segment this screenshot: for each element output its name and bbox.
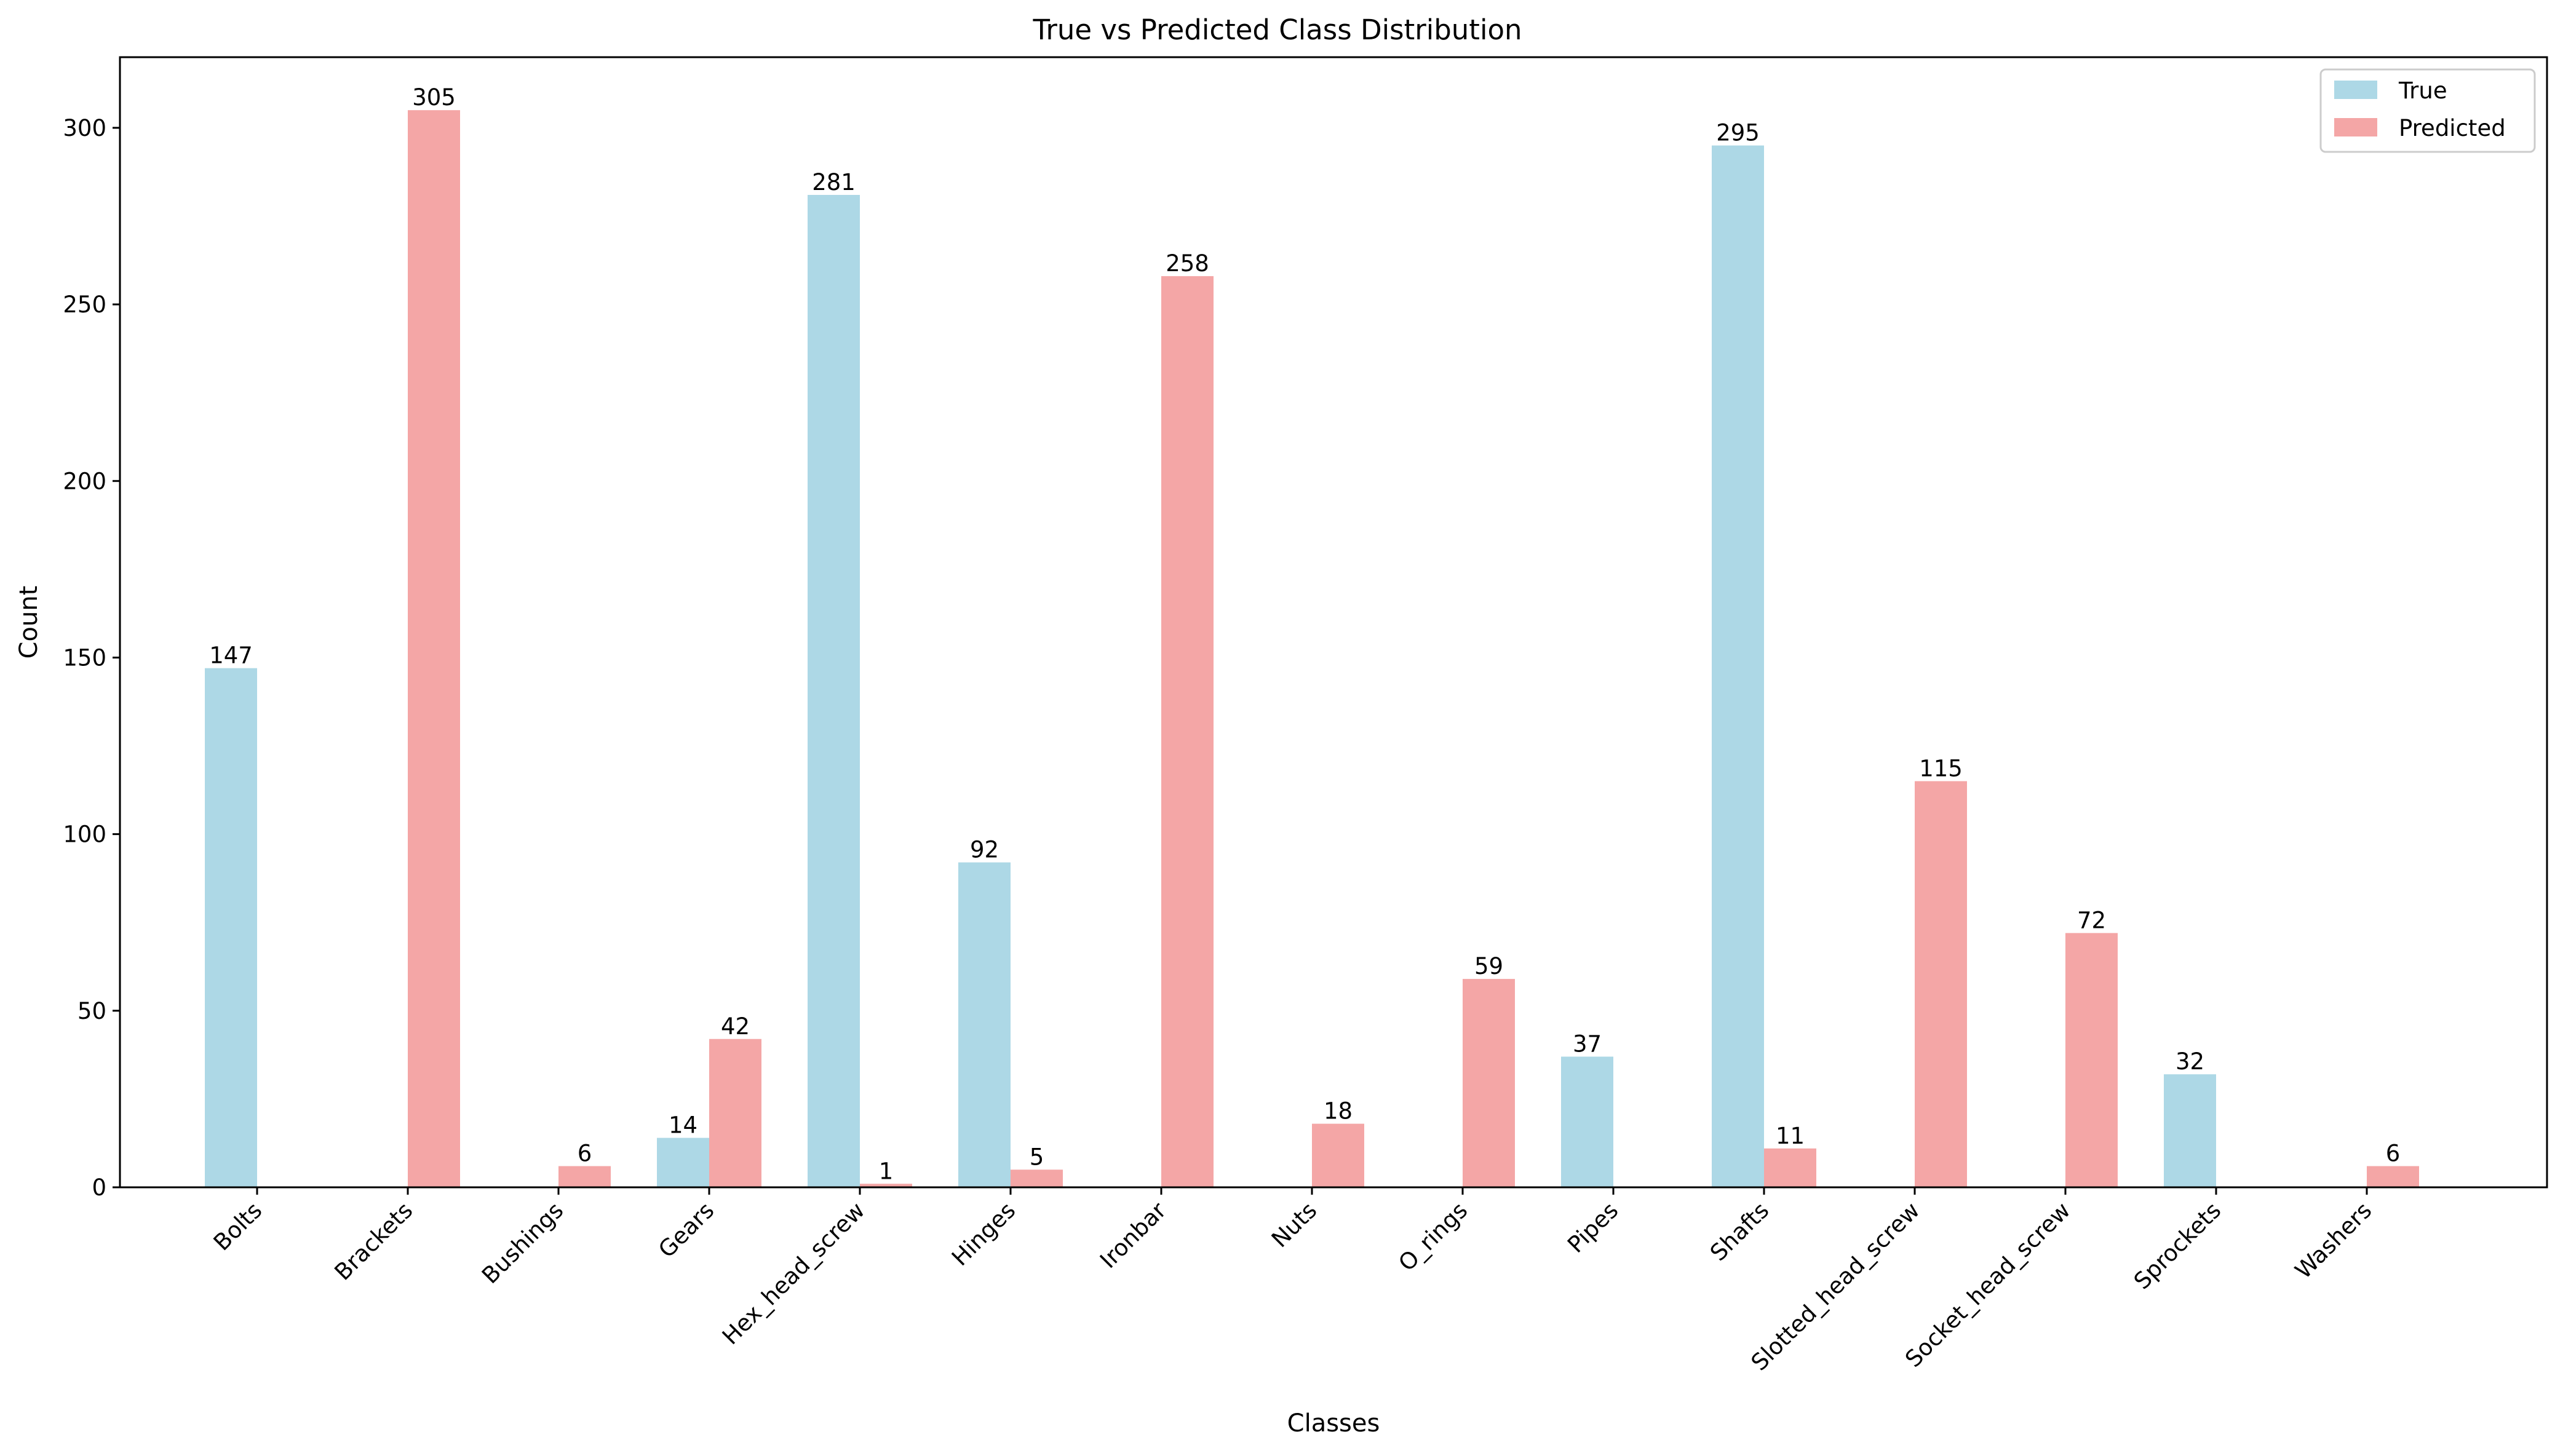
- y-tick-label-250: 250: [63, 291, 106, 318]
- bar-predicted-socket-head-screw: [2065, 933, 2118, 1187]
- bar-true-gears: [657, 1138, 709, 1187]
- y-tick-labels: 0 50 100 150 200 250 300: [63, 115, 120, 1201]
- bar-predicted-brackets: [408, 110, 460, 1187]
- bar-true-bolts: [205, 668, 257, 1187]
- y-tick-label-300: 300: [63, 115, 106, 141]
- bar-true-pipes: [1561, 1056, 1613, 1187]
- legend-label-predicted: Predicted: [2399, 115, 2506, 141]
- bars-group: [205, 110, 2419, 1188]
- x-axis-label: Classes: [1287, 1409, 1380, 1438]
- chart-title: True vs Predicted Class Distribution: [1032, 14, 1522, 46]
- bar-predicted-hinges: [1011, 1169, 1063, 1187]
- y-axis-label: Count: [15, 586, 43, 659]
- data-label-predicted-brackets: 305: [412, 84, 456, 111]
- data-label-predicted-hinges: 5: [1030, 1144, 1044, 1170]
- y-tick-label-150: 150: [63, 644, 106, 671]
- data-label-predicted-shafts: 11: [1776, 1123, 1805, 1149]
- bar-predicted-o-rings: [1463, 979, 1515, 1187]
- plot-frame: [119, 56, 2548, 1189]
- y-tick-label-50: 50: [77, 998, 106, 1024]
- data-label-true-gears: 14: [669, 1112, 697, 1139]
- legend: True Predicted: [2319, 68, 2536, 153]
- data-label-true-hinges: 92: [970, 837, 999, 863]
- bar-predicted-shafts: [1764, 1148, 1816, 1187]
- y-tick-label-200: 200: [63, 468, 106, 494]
- y-tick-label-100: 100: [63, 821, 106, 848]
- data-label-predicted-nuts: 18: [1324, 1098, 1353, 1125]
- bar-true-shafts: [1712, 145, 1764, 1187]
- data-label-predicted-hex-head-screw: 1: [879, 1158, 894, 1184]
- legend-label-true: True: [2398, 77, 2447, 104]
- data-label-predicted-socket-head-screw: 72: [2077, 907, 2106, 933]
- legend-swatch-true: [2334, 81, 2377, 99]
- bar-predicted-bushings: [558, 1166, 611, 1187]
- legend-swatch-predicted: [2334, 118, 2377, 136]
- data-labels: 147 305 6 14 42 281 1 92 5 258 18 59 37 295 11 115 72 32 6: [209, 84, 2400, 1184]
- bar-predicted-gears: [709, 1039, 761, 1187]
- bar-predicted-nuts: [1312, 1123, 1364, 1187]
- bar-true-hinges: [958, 862, 1011, 1187]
- bar-predicted-hex-head-screw: [860, 1184, 912, 1187]
- data-label-predicted-slotted-head-screw: 115: [1919, 755, 1963, 781]
- bar-true-hex-head-screw: [808, 195, 860, 1188]
- data-label-true-shafts: 295: [1716, 120, 1760, 146]
- bar-predicted-ironbar: [1161, 276, 1214, 1187]
- data-label-predicted-ironbar: 258: [1166, 250, 1209, 277]
- bar-predicted-slotted-head-screw: [1915, 781, 1967, 1187]
- data-label-predicted-gears: 42: [721, 1013, 750, 1040]
- data-label-true-sprockets: 32: [2176, 1048, 2204, 1075]
- data-label-predicted-o-rings: 59: [1474, 953, 1503, 979]
- data-label-true-bolts: 147: [209, 643, 253, 669]
- data-label-true-hex-head-screw: 281: [812, 169, 856, 196]
- y-tick-label-0: 0: [92, 1174, 106, 1201]
- bar-predicted-washers: [2367, 1166, 2419, 1187]
- data-label-predicted-washers: 6: [2386, 1141, 2401, 1167]
- bar-true-sprockets: [2164, 1074, 2216, 1187]
- data-label-predicted-bushings: 6: [578, 1141, 592, 1167]
- data-label-true-pipes: 37: [1573, 1031, 1602, 1057]
